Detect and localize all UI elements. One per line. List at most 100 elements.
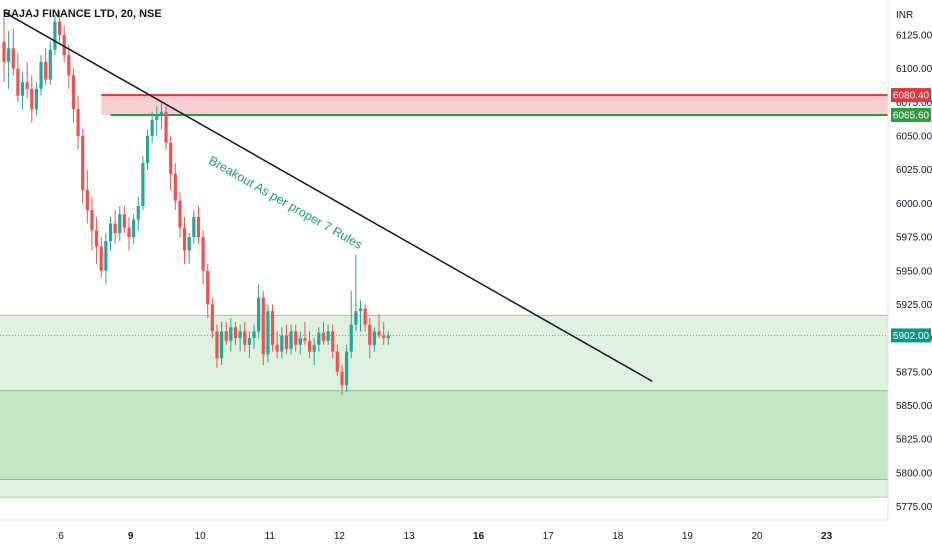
x-tick-label: 16	[473, 531, 485, 542]
candle-body	[85, 189, 89, 211]
x-tick-label: 13	[403, 531, 415, 542]
candle	[104, 233, 108, 285]
candle	[67, 44, 71, 89]
candle-body	[182, 227, 187, 251]
descending-trendline[interactable]	[3, 11, 653, 382]
x-tick-label: 9	[128, 531, 134, 542]
y-tick-label: 6075.00	[896, 98, 932, 109]
candle-body	[215, 331, 219, 359]
candle-body	[127, 227, 131, 238]
price-tags: 6080.40 6065.60 5902.00	[891, 88, 931, 343]
candle	[85, 169, 89, 224]
candle	[127, 216, 131, 251]
candle	[182, 216, 187, 265]
candle	[62, 25, 66, 62]
candle	[132, 214, 136, 244]
candle	[25, 61, 29, 99]
candle	[386, 331, 390, 345]
candle	[173, 162, 177, 211]
candle	[16, 52, 20, 103]
candle	[11, 28, 15, 76]
candle-body	[266, 311, 270, 355]
price-tag-box	[891, 88, 931, 103]
candle-body	[25, 82, 29, 89]
candle-body	[150, 119, 154, 137]
candle-body	[173, 173, 177, 201]
candle-body	[372, 331, 376, 345]
candle-body	[20, 82, 25, 96]
candle-body	[307, 340, 312, 352]
candle-body	[11, 48, 15, 69]
y-tick-label: 6050.00	[896, 132, 932, 143]
demand-zone-inner	[0, 390, 888, 480]
candle-body	[233, 327, 238, 339]
candle	[145, 129, 150, 170]
candle-body	[155, 114, 159, 120]
candle	[377, 313, 381, 339]
candle-body	[349, 324, 353, 352]
candle	[90, 196, 94, 251]
candle	[76, 95, 80, 150]
candle-body	[53, 21, 57, 50]
candle	[215, 324, 219, 368]
y-tick-label: 5950.00	[896, 266, 932, 277]
candle	[192, 210, 196, 244]
candle	[113, 210, 117, 244]
candle	[257, 284, 261, 339]
candle-body	[354, 311, 358, 325]
candle-body	[136, 206, 140, 220]
candle-body	[141, 162, 145, 207]
candle	[141, 156, 145, 211]
candle	[312, 338, 316, 366]
candle	[382, 321, 386, 345]
y-tick-label: 5825.00	[896, 435, 932, 446]
candle	[108, 216, 113, 251]
candle	[206, 264, 210, 318]
candle	[71, 68, 76, 123]
candle-body	[280, 335, 284, 352]
candle	[331, 324, 335, 359]
candle	[349, 290, 353, 359]
x-tick-label: 12	[334, 531, 346, 542]
candle-body	[284, 335, 289, 349]
candle	[57, 10, 62, 42]
candle	[187, 233, 191, 265]
candle-body	[30, 88, 34, 110]
candle	[280, 327, 284, 359]
candle-body	[289, 331, 293, 349]
price-zones	[0, 94, 889, 498]
price-axis[interactable]: 6125.00 6100.00 6075.00 6050.00 6025.00 6000.…	[896, 30, 932, 513]
candle	[243, 321, 247, 352]
y-tick-label: 5875.00	[896, 367, 932, 378]
candle	[238, 324, 242, 352]
time-axis[interactable]: 6 9 10 11 12 13 16 17 18 19 20 23	[58, 531, 832, 542]
candle-body	[145, 136, 150, 163]
candle	[261, 290, 265, 366]
candle-body	[122, 214, 126, 228]
y-tick-label: 6025.00	[896, 165, 932, 176]
candle-body	[48, 49, 52, 80]
candle-body	[317, 332, 321, 345]
candle-body	[90, 210, 94, 231]
trendline-layer	[3, 11, 653, 382]
candle	[48, 41, 52, 85]
candle	[247, 331, 251, 359]
candle	[159, 102, 164, 130]
candle	[201, 230, 205, 285]
candle-body	[178, 200, 182, 228]
y-tick-label: 6000.00	[896, 199, 932, 210]
currency-label: INR	[896, 10, 913, 21]
x-tick-label: 11	[265, 531, 276, 542]
candle	[81, 129, 85, 204]
price-tag-label: 6065.60	[893, 111, 930, 122]
candle	[169, 136, 173, 190]
candle-body	[358, 308, 363, 312]
candle	[303, 321, 307, 345]
x-tick-label: 19	[682, 531, 694, 542]
candle	[326, 324, 330, 345]
candle	[34, 82, 39, 116]
candle	[307, 331, 312, 359]
x-tick-label: 10	[195, 531, 207, 542]
candle	[150, 111, 154, 143]
